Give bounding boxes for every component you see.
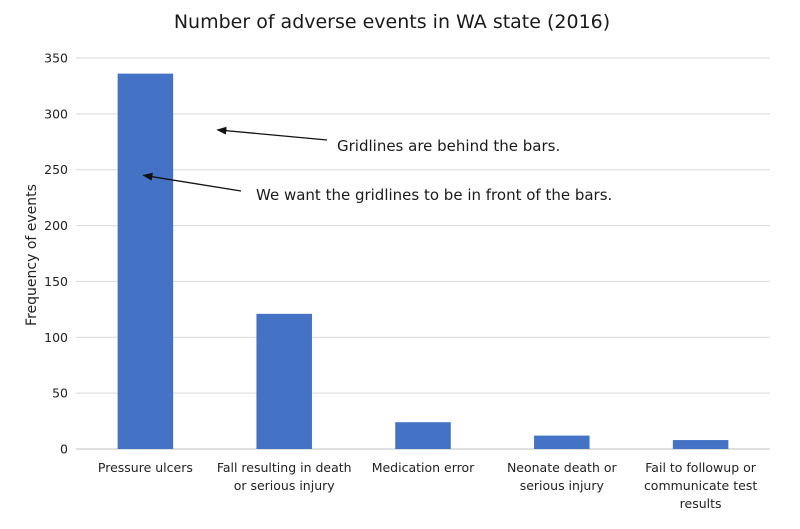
bar	[395, 422, 451, 449]
x-tick-label: communicate test	[644, 478, 757, 493]
x-tick-label: Medication error	[372, 460, 475, 475]
y-tick-label: 50	[52, 386, 68, 401]
y-axis-label: Frequency of events	[24, 184, 40, 326]
annotation-arrow	[142, 172, 242, 192]
x-tick-label: Neonate death or	[507, 460, 618, 475]
bar	[117, 73, 174, 449]
x-tick-label: Pressure ulcers	[98, 460, 193, 475]
annotations: Gridlines are behind the bars. We want th…	[142, 126, 612, 204]
bar	[256, 313, 312, 449]
gridlines	[76, 57, 770, 450]
bars	[117, 73, 729, 449]
annotation-text: We want the gridlines to be in front of …	[256, 186, 612, 204]
x-tick-label: serious injury	[520, 478, 605, 493]
annotation-arrow	[216, 126, 328, 141]
y-tick-label: 0	[60, 442, 68, 457]
annotation-text: Gridlines are behind the bars.	[337, 137, 560, 155]
bar	[534, 435, 590, 449]
y-tick-label: 200	[44, 218, 68, 233]
y-tick-label: 150	[44, 274, 68, 289]
x-tick-label: results	[680, 496, 722, 511]
y-tick-label: 350	[44, 51, 68, 66]
y-tick-label: 100	[44, 330, 68, 345]
y-tick-label: 250	[44, 162, 68, 177]
chart-title: Number of adverse events in WA state (20…	[174, 11, 610, 33]
bar	[672, 440, 729, 449]
x-tick-label: or serious injury	[234, 478, 336, 493]
y-tick-label: 300	[44, 106, 68, 121]
x-tick-label: Fall resulting in death	[217, 460, 352, 475]
x-category-labels: Pressure ulcers Fall resulting in death or…	[98, 460, 757, 511]
y-tick-labels: 0 50 100 150 200 250 300 350	[44, 51, 68, 457]
x-tick-label: Fail to followup or	[645, 460, 756, 475]
